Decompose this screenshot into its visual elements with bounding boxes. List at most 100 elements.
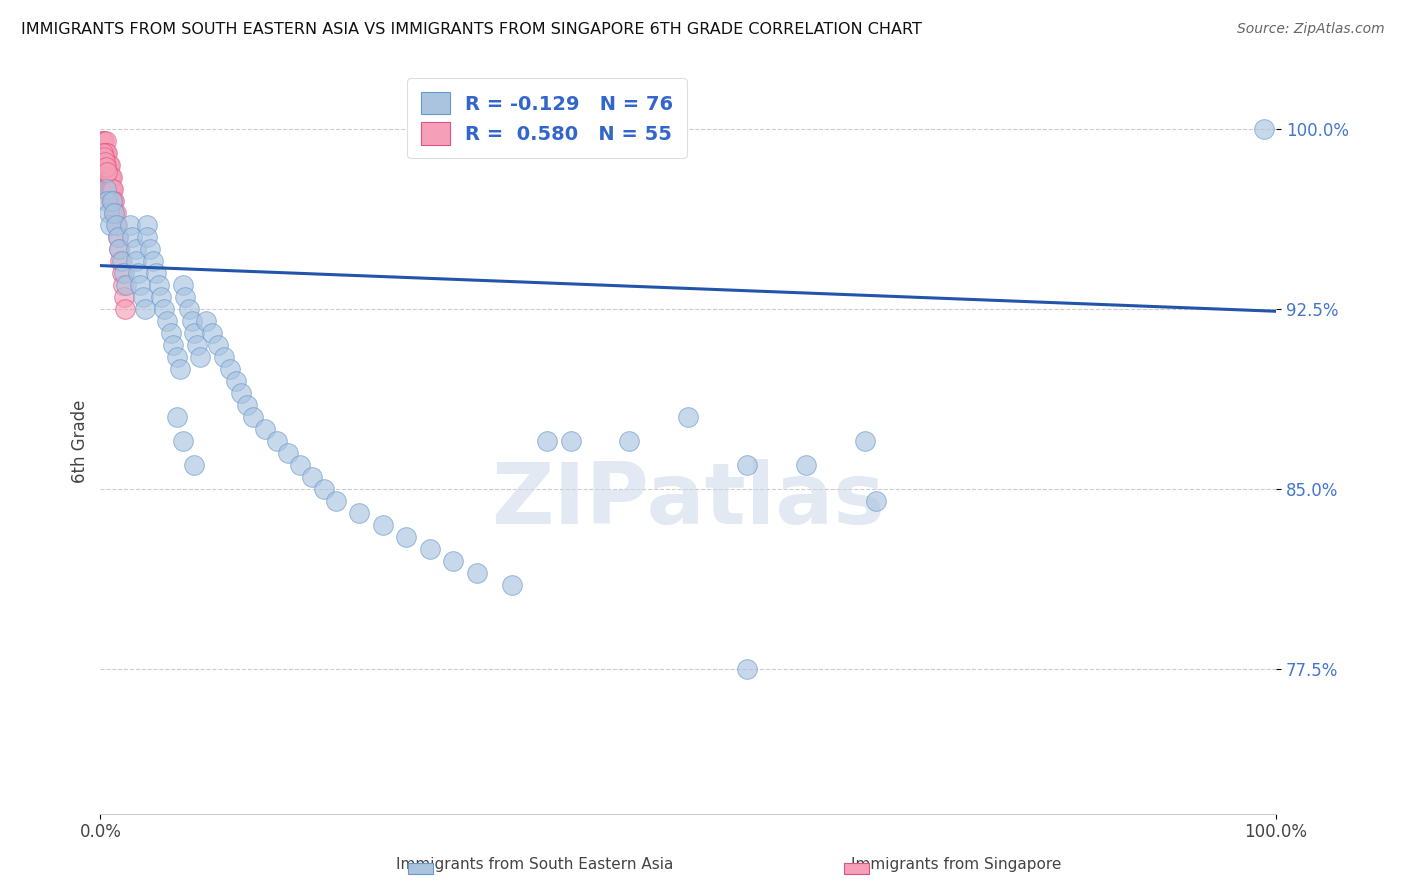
Point [107,229,129,244]
Point [134,301,156,316]
Point [97,205,120,219]
Point [101,194,124,208]
Point [181,314,204,328]
Point [91,145,114,160]
Point [110,253,132,268]
Point [94,155,117,169]
Point [93,182,115,196]
Point [177,301,200,316]
Y-axis label: 6th Grade: 6th Grade [72,400,89,483]
Point [371,518,394,533]
Point [93,158,115,172]
Point [111,277,134,292]
Point [100,194,122,208]
Point [253,422,276,436]
Point [100,169,122,184]
Point [136,229,159,244]
Point [465,566,488,581]
Point [129,277,152,292]
Point [98,182,121,196]
Point [325,494,347,508]
Point [93,134,115,148]
Point [242,410,264,425]
Point [160,326,183,340]
Point [91,169,114,184]
Point [101,169,124,184]
Text: ZIPatlas: ZIPatlas [491,459,886,542]
Legend: R = -0.129   N = 76, R =  0.580   N = 55: R = -0.129 N = 76, R = 0.580 N = 55 [408,78,688,158]
Point [96,158,118,172]
Text: Immigrants from South Eastern Asia: Immigrants from South Eastern Asia [395,857,673,872]
Point [166,410,188,425]
Point [90,158,112,172]
Point [172,277,194,292]
Point [266,434,288,448]
Point [96,182,118,196]
Point [138,242,160,256]
Point [107,229,129,244]
Point [96,182,118,196]
Point [96,182,118,196]
Point [212,350,235,364]
Point [201,326,224,340]
Point [96,158,118,172]
Point [501,578,523,592]
Point [124,253,146,268]
Point [96,165,118,179]
Point [347,506,370,520]
Point [103,205,125,219]
Point [174,290,197,304]
Point [93,151,115,165]
Point [735,662,758,676]
Point [105,218,128,232]
Point [112,266,135,280]
Point [231,386,253,401]
Point [127,266,149,280]
Point [536,434,558,448]
Point [441,554,464,568]
Point [94,182,117,196]
Point [236,398,259,412]
Point [225,374,247,388]
Point [115,277,138,292]
Point [277,446,299,460]
Point [93,169,115,184]
Point [153,301,176,316]
Point [98,218,121,232]
Point [794,458,817,472]
Point [169,362,191,376]
Point [91,134,114,148]
Point [142,253,165,268]
Point [110,253,132,268]
Point [97,158,120,172]
Point [97,182,120,196]
Point [103,194,125,208]
Point [93,145,115,160]
Point [162,338,184,352]
Point [96,169,118,184]
Point [108,242,131,256]
Point [183,458,205,472]
Point [124,242,146,256]
Point [312,482,335,496]
Point [183,326,205,340]
Point [560,434,582,448]
Point [96,145,118,160]
Point [112,290,135,304]
Point [96,169,118,184]
Point [136,218,159,232]
Point [676,410,699,425]
Point [218,362,240,376]
Point [186,338,208,352]
Point [150,290,173,304]
Point [121,229,143,244]
Point [90,134,112,148]
Point [101,194,124,208]
Point [188,350,211,364]
Point [148,277,170,292]
Point [104,218,127,232]
Point [156,314,179,328]
Point [865,494,887,508]
Point [96,160,118,174]
Point [419,542,441,557]
